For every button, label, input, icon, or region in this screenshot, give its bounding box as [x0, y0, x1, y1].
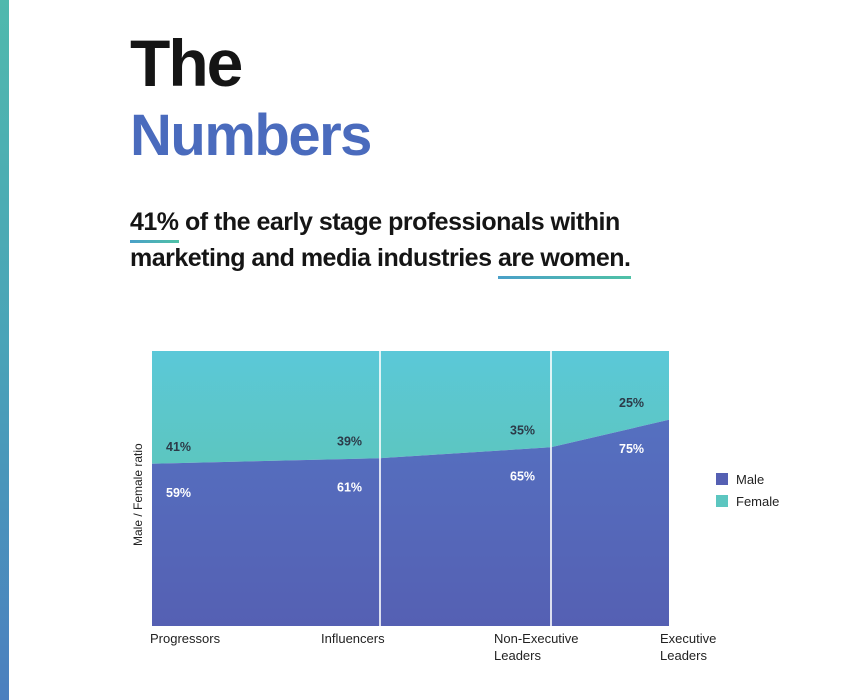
- data-label-male-1: 59%: [166, 486, 191, 500]
- subtitle-highlight-women: are women.: [497, 244, 631, 279]
- area-female: [152, 351, 669, 464]
- data-label-female-4: 25%: [619, 396, 644, 410]
- legend-swatch-male: [716, 473, 728, 485]
- title-line-2: Numbers: [130, 103, 372, 168]
- data-label-female-3: 35%: [510, 423, 535, 437]
- subtitle-text-2: marketing and media industries: [130, 244, 498, 272]
- category-label-1: Progressors: [150, 631, 221, 646]
- subtitle-line-2: marketing and media industries are women…: [130, 244, 631, 279]
- data-label-male-2: 61%: [337, 480, 362, 494]
- data-label-female-2: 39%: [337, 434, 362, 448]
- legend-swatch-female: [716, 495, 728, 507]
- area-male: [152, 419, 669, 626]
- category-label-3: Non-Executive Leaders: [494, 631, 579, 663]
- subtitle-highlight-percent: 41%: [130, 208, 179, 243]
- subtitle-text-1: of the early stage professionals within: [178, 208, 620, 236]
- legend-label-male: Male: [736, 472, 764, 487]
- left-accent-bar: [0, 0, 9, 700]
- data-label-male-3: 65%: [510, 469, 535, 483]
- stacked-area-chart: 59% 61% 65% 75% 41% 39% 35% 25% Progressors Influ…: [131, 351, 779, 663]
- category-label-4: Executive Leaders: [660, 631, 716, 663]
- y-axis-title: Male / Female ratio: [131, 443, 145, 546]
- legend-label-female: Female: [736, 494, 779, 509]
- data-label-male-4: 75%: [619, 442, 644, 456]
- data-label-female-1: 41%: [166, 440, 191, 454]
- category-label-2: Influencers: [321, 631, 385, 646]
- title-line-1: The: [130, 26, 243, 100]
- subtitle-line-1: 41% of the early stage professionals wit…: [130, 208, 620, 243]
